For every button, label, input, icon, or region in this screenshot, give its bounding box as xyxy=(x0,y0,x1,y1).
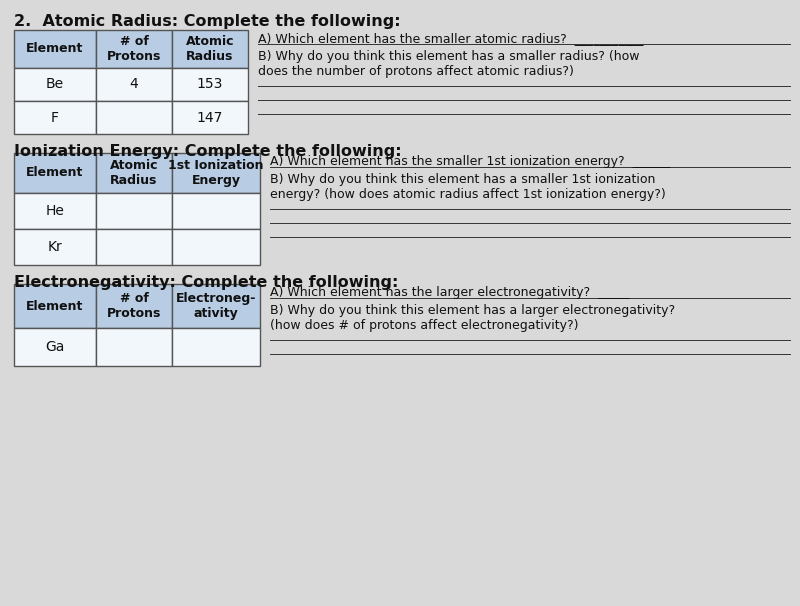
Text: 4: 4 xyxy=(130,78,138,92)
Bar xyxy=(172,229,260,265)
Text: Kr: Kr xyxy=(48,240,62,254)
Bar xyxy=(96,68,172,101)
Text: A) Which element has the larger electronegativity?  _____: A) Which element has the larger electron… xyxy=(270,286,630,299)
Bar xyxy=(96,284,172,328)
Bar xyxy=(14,68,96,101)
Bar xyxy=(96,193,172,229)
Text: He: He xyxy=(46,204,65,218)
Text: Atomic
Radius: Atomic Radius xyxy=(186,35,234,63)
Bar xyxy=(14,30,96,68)
Text: B) Why do you think this element has a larger electronegativity?
(how does # of : B) Why do you think this element has a l… xyxy=(270,304,675,332)
Text: Ionization Energy: Complete the following:: Ionization Energy: Complete the followin… xyxy=(14,144,402,159)
Bar xyxy=(172,101,248,134)
Bar xyxy=(172,30,248,68)
Bar xyxy=(14,284,96,328)
Text: Element: Element xyxy=(26,42,84,56)
Text: Element: Element xyxy=(26,299,84,313)
Text: # of
Protons: # of Protons xyxy=(107,292,161,320)
Bar xyxy=(96,328,172,366)
Text: 1st Ionization
Energy: 1st Ionization Energy xyxy=(168,159,264,187)
Text: 2.  Atomic Radius: Complete the following:: 2. Atomic Radius: Complete the following… xyxy=(14,14,401,29)
Text: Electroneg-
ativity: Electroneg- ativity xyxy=(176,292,256,320)
Text: Atomic
Radius: Atomic Radius xyxy=(110,159,158,187)
Text: Ga: Ga xyxy=(46,340,65,354)
Bar xyxy=(96,30,172,68)
Text: F: F xyxy=(51,110,59,124)
Bar xyxy=(96,153,172,193)
Bar xyxy=(96,101,172,134)
Text: Be: Be xyxy=(46,78,64,92)
Bar xyxy=(172,193,260,229)
Bar xyxy=(172,153,260,193)
Text: B) Why do you think this element has a smaller 1st ionization
energy? (how does : B) Why do you think this element has a s… xyxy=(270,173,666,201)
Text: A) Which element has the smaller atomic radius?  ___________: A) Which element has the smaller atomic … xyxy=(258,32,643,45)
Bar xyxy=(96,229,172,265)
Text: 147: 147 xyxy=(197,110,223,124)
Text: # of
Protons: # of Protons xyxy=(107,35,161,63)
Bar xyxy=(172,328,260,366)
Bar xyxy=(172,284,260,328)
Text: 153: 153 xyxy=(197,78,223,92)
Text: A) Which element has the smaller 1st ionization energy?  ______: A) Which element has the smaller 1st ion… xyxy=(270,155,670,168)
Bar xyxy=(14,153,96,193)
Text: Electronegativity: Complete the following:: Electronegativity: Complete the followin… xyxy=(14,275,398,290)
Bar xyxy=(172,68,248,101)
Bar xyxy=(14,193,96,229)
Text: Element: Element xyxy=(26,167,84,179)
Text: B) Why do you think this element has a smaller radius? (how
does the number of p: B) Why do you think this element has a s… xyxy=(258,50,639,78)
Bar xyxy=(14,101,96,134)
Bar xyxy=(14,328,96,366)
Bar xyxy=(14,229,96,265)
